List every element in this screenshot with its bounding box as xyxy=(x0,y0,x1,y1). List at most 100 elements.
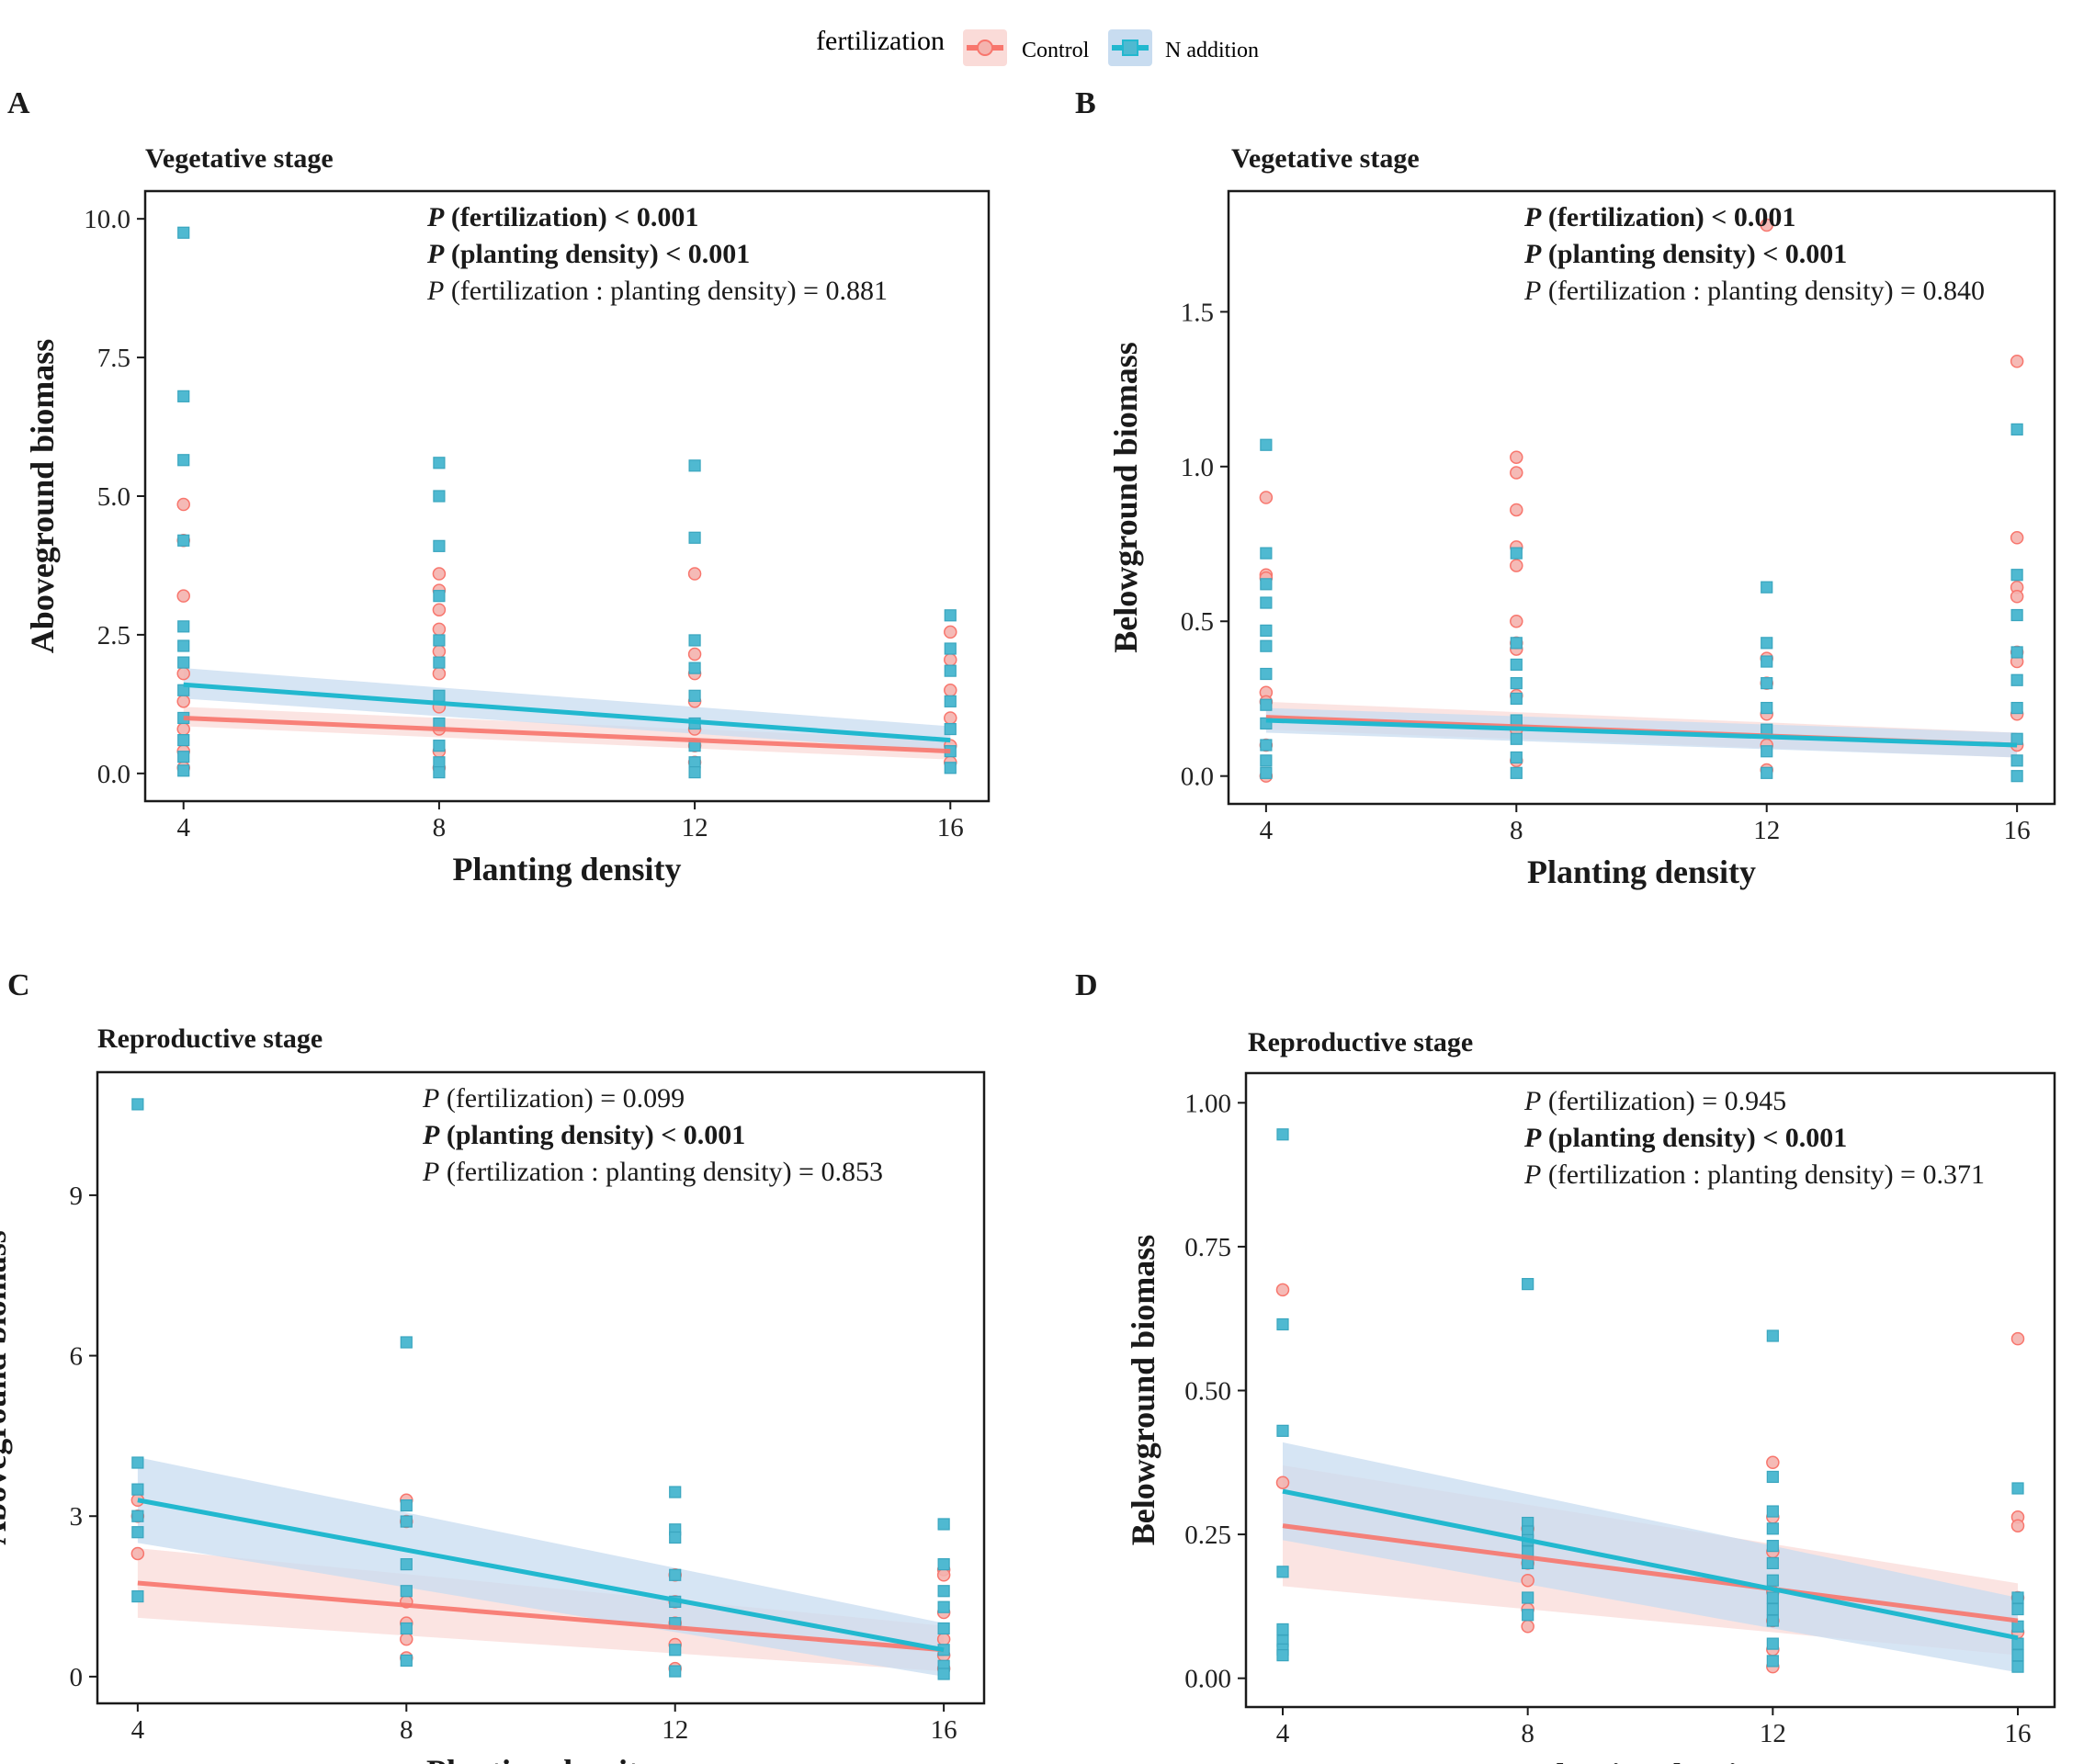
data-point-n-addition xyxy=(1522,1609,1534,1622)
data-point-n-addition xyxy=(400,1622,413,1635)
data-point-n-addition xyxy=(1260,547,1273,560)
plot-frame xyxy=(96,1070,986,1705)
p-symbol: P xyxy=(426,239,445,269)
p-symbol: P xyxy=(1523,1159,1541,1190)
ci-band-n-addition xyxy=(183,668,951,752)
data-point-control xyxy=(944,652,957,667)
plot-b: 4 8 12 16 0.0 0.5 1.0 1.5 Planting density Belowg… xyxy=(1107,189,2056,890)
legend: fertilization Control N addition xyxy=(816,26,1259,66)
data-point-n-addition xyxy=(669,1486,682,1498)
fit-line-n-addition xyxy=(1265,718,2018,748)
p-text: (fertilization : planting density) = 0.8… xyxy=(444,276,888,306)
panel-a: A Vegetative stage 4 8 12 16 0.0 2.5 5.0 7.5 10.… xyxy=(0,83,1048,891)
x-tick-label: 12 xyxy=(1753,816,1780,845)
data-point-n-addition xyxy=(1761,637,1773,650)
data-point-n-addition xyxy=(177,751,190,763)
data-point-control xyxy=(2010,590,2024,604)
data-point-n-addition xyxy=(937,1518,950,1531)
data-point-n-addition xyxy=(1766,1540,1779,1553)
data-point-n-addition xyxy=(1766,1637,1779,1650)
y-tick-label: 3 xyxy=(70,1502,84,1532)
ci-band-n-addition xyxy=(1283,1442,2018,1673)
data-point-control xyxy=(1510,559,1523,572)
data-point-control xyxy=(1275,1283,1290,1297)
p-text: (fertilization) = 0.099 xyxy=(439,1083,685,1114)
data-point-control xyxy=(936,1568,951,1582)
data-point-n-addition xyxy=(1276,1128,1289,1141)
data-point-control xyxy=(2010,1331,2025,1346)
y-tick-label: 1.00 xyxy=(1184,1089,1231,1118)
panel-letter: C xyxy=(7,968,30,1002)
y-tick-label: 0.0 xyxy=(1181,763,1214,792)
data-point-n-addition xyxy=(1766,1556,1779,1570)
x-tick-label: 16 xyxy=(931,1715,957,1745)
x-tick-label: 8 xyxy=(1510,816,1523,845)
data-point-n-addition xyxy=(1276,1649,1289,1662)
data-point-n-addition xyxy=(433,457,446,469)
data-point-control xyxy=(1510,614,1523,628)
x-tick-label: 4 xyxy=(1260,816,1274,845)
panel-c: C Reproductive stage 4 8 12 16 0 3 6 9 Planting … xyxy=(0,965,1048,1764)
y-axis-title: Belowground biomass xyxy=(1107,342,1144,652)
data-point-control xyxy=(1521,1620,1534,1634)
fit-line-n-addition xyxy=(1282,1488,2019,1641)
data-point-n-addition xyxy=(131,1510,144,1522)
p-text: (fertilization) = 0.945 xyxy=(1541,1086,1786,1116)
data-point-n-addition xyxy=(177,764,190,777)
data-point-n-addition xyxy=(1276,1317,1289,1331)
data-point-n-addition xyxy=(944,664,957,677)
data-point-n-addition xyxy=(2011,1649,2024,1662)
data-point-n-addition xyxy=(669,1531,682,1544)
data-point-n-addition xyxy=(937,1600,950,1613)
fit-line-control xyxy=(183,715,951,754)
data-point-n-addition xyxy=(2010,423,2023,435)
p-symbol: P xyxy=(422,1120,440,1150)
x-tick-label: 8 xyxy=(400,1715,413,1745)
data-point-n-addition xyxy=(937,1622,950,1635)
plot-c: 4 8 12 16 0 3 6 9 Planting density Aboveground bi… xyxy=(0,1070,986,1764)
data-point-n-addition xyxy=(400,1498,413,1512)
data-point-control xyxy=(687,567,702,581)
y-tick-label: 0.75 xyxy=(1184,1233,1231,1262)
y-tick-label: 0.25 xyxy=(1184,1521,1231,1550)
data-point-n-addition xyxy=(1766,1522,1779,1535)
data-point-n-addition xyxy=(131,1483,144,1496)
x-tick-label: 16 xyxy=(2004,816,2031,845)
data-point-control xyxy=(176,695,190,708)
data-point-n-addition xyxy=(1260,438,1273,451)
p-value-annotation: P (fertilization) < 0.001 xyxy=(426,202,698,232)
data-point-n-addition xyxy=(944,722,957,736)
y-axis-title: Aboveground biomass xyxy=(0,1230,13,1544)
data-point-n-addition xyxy=(1766,1614,1779,1627)
y-tick-label: 0 xyxy=(70,1663,84,1692)
data-point-control xyxy=(1521,1573,1534,1588)
x-axis-title: Planting density xyxy=(1535,1757,1764,1764)
data-point-n-addition xyxy=(131,1456,144,1469)
data-point-n-addition xyxy=(433,740,446,752)
data-point-n-addition xyxy=(1510,732,1523,745)
data-point-n-addition xyxy=(2011,1602,2024,1616)
data-point-control xyxy=(2010,1519,2025,1532)
data-point-n-addition xyxy=(400,1515,413,1528)
fit-line-n-addition xyxy=(183,682,951,743)
plot-frame xyxy=(1227,189,2056,806)
data-point-n-addition xyxy=(944,642,957,655)
data-point-n-addition xyxy=(1761,745,1773,758)
data-point-n-addition xyxy=(1510,766,1523,779)
data-point-n-addition xyxy=(1276,1566,1289,1578)
data-point-n-addition xyxy=(2010,754,2023,767)
data-point-n-addition xyxy=(1522,1278,1534,1291)
x-tick-label: 16 xyxy=(2005,1719,2032,1748)
fit-line-control xyxy=(1282,1523,2019,1623)
fit-line-n-addition xyxy=(137,1498,945,1653)
data-point-n-addition xyxy=(944,609,957,622)
data-point-n-addition xyxy=(131,1098,144,1111)
panel-d: D Reproductive stage 4 8 12 16 0.00 0.25 0.50 0… xyxy=(1048,965,2095,1764)
y-tick-label: 6 xyxy=(70,1342,84,1372)
p-text: (fertilization : planting density) = 0.3… xyxy=(1541,1159,1985,1190)
data-point-n-addition xyxy=(2011,1637,2024,1650)
data-point-n-addition xyxy=(1260,739,1273,752)
y-tick-label: 0.50 xyxy=(1184,1377,1231,1407)
y-tick-label: 10.0 xyxy=(84,205,130,234)
data-point-n-addition xyxy=(2010,646,2023,659)
